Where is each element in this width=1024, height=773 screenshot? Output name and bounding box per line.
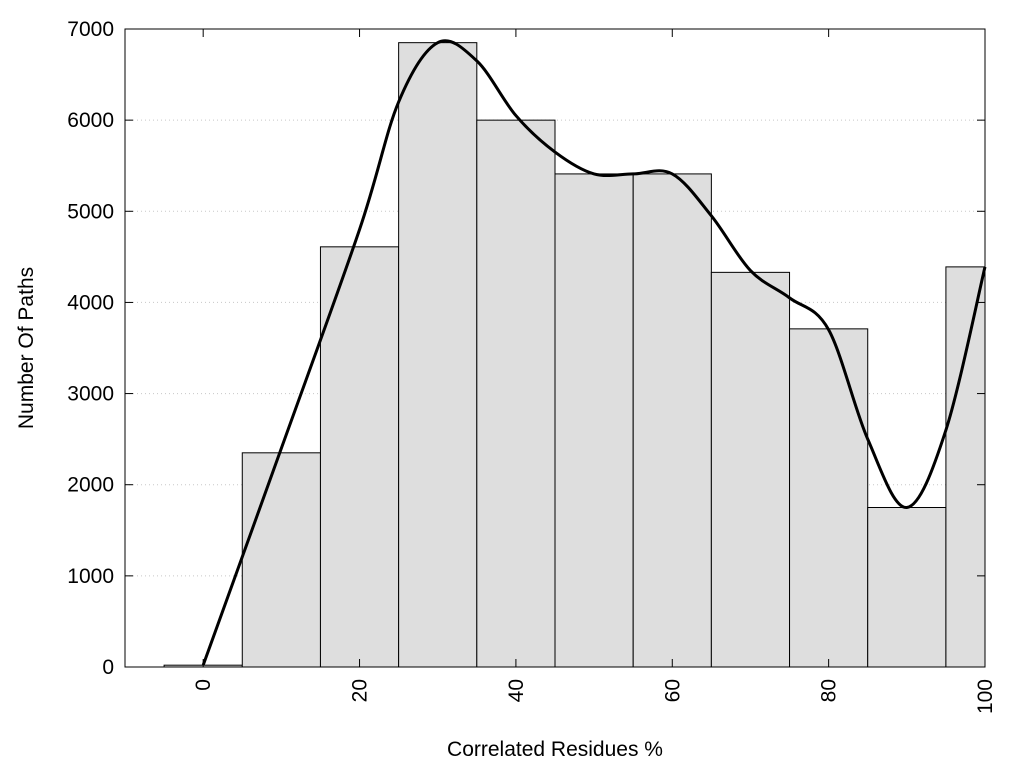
y-tick-label: 7000 (67, 18, 114, 41)
x-axis-ticks: 0 20 40 60 80 100 (192, 29, 997, 714)
x-tick-label: 40 (505, 679, 528, 702)
smoothed-curve (201, 39, 987, 666)
x-tick-label: 60 (661, 679, 684, 702)
bar-1 (241, 452, 321, 668)
y-tick-label: 3000 (67, 383, 114, 406)
y-axis-ticks: 0 1000 2000 3000 4000 5000 6000 7000 (67, 18, 985, 679)
x-tick-label: 100 (974, 679, 997, 714)
bar-4 (476, 119, 556, 668)
y-tick-label: 6000 (67, 109, 114, 132)
bar-5 (554, 173, 634, 668)
y-tick-label: 2000 (67, 474, 114, 497)
plot-frame (124, 28, 986, 668)
bar-9 (867, 507, 947, 668)
x-axis-title: Correlated Residues % (447, 738, 663, 761)
bar-2 (319, 246, 400, 668)
bar-7 (710, 271, 791, 668)
bar-3 (398, 42, 478, 668)
y-axis-title: Number Of Paths (15, 267, 38, 429)
histogram-bars (163, 42, 986, 668)
x-tick-label: 20 (349, 679, 372, 702)
bar-8 (789, 328, 869, 668)
bar-10 (945, 266, 986, 668)
x-tick-label: 0 (192, 679, 215, 691)
y-tick-label: 0 (102, 656, 114, 679)
y-tick-label: 1000 (67, 565, 114, 588)
x-tick-label: 80 (818, 679, 841, 702)
y-tick-label: 5000 (67, 200, 114, 223)
bar-6 (632, 173, 712, 668)
y-tick-label: 4000 (67, 291, 114, 314)
